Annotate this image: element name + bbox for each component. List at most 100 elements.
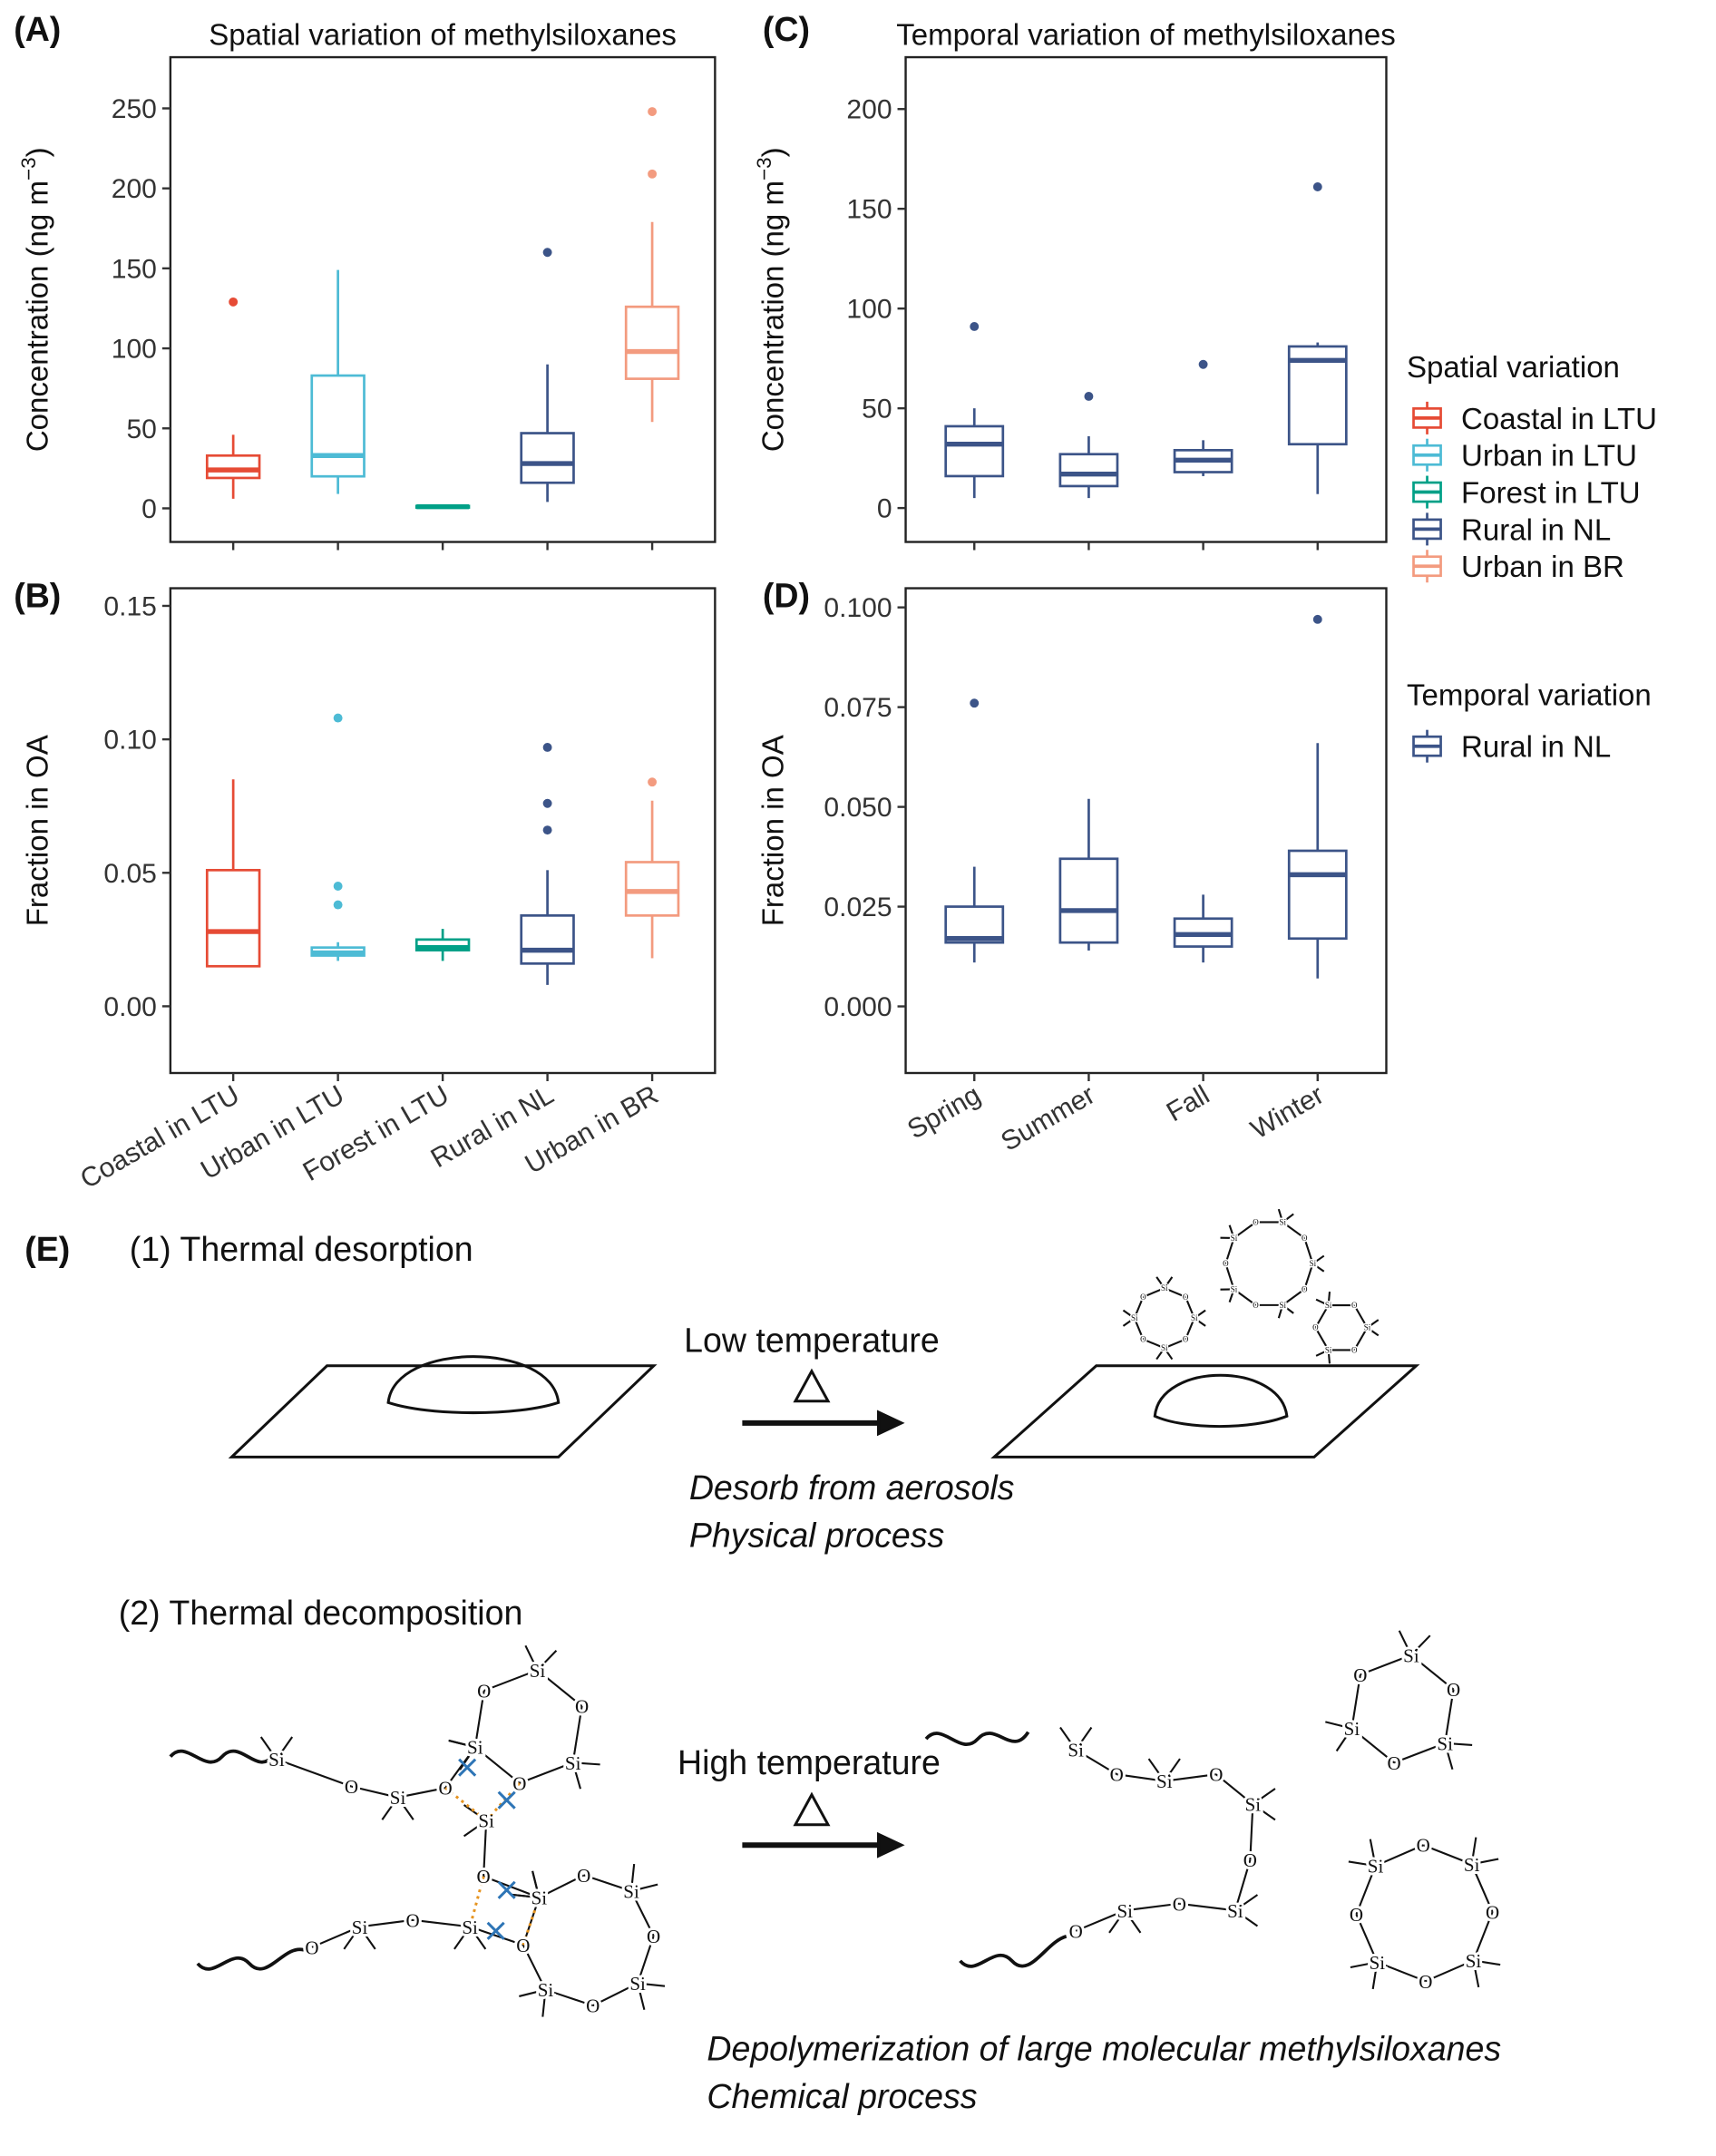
condition: High temperature xyxy=(678,1743,941,1781)
atom: O xyxy=(1253,1217,1259,1226)
atom: O xyxy=(477,1680,491,1702)
atom: Si xyxy=(531,1888,548,1909)
atom: Si xyxy=(1161,1343,1168,1352)
note: Chemical process xyxy=(707,2077,977,2115)
box xyxy=(312,376,365,476)
atom: Si xyxy=(268,1749,285,1771)
outlier xyxy=(970,698,979,707)
box xyxy=(1060,859,1117,942)
y-label-sup: −3 xyxy=(753,157,775,180)
y-label-text: Concentration (ng m xyxy=(21,180,54,452)
outlier xyxy=(1313,615,1322,624)
atom: Si xyxy=(1368,1856,1384,1878)
atom: O xyxy=(305,1936,318,1958)
y-label-sup: −3 xyxy=(17,157,40,180)
box xyxy=(522,434,574,483)
panel-label: (D) xyxy=(763,577,810,615)
atom: O xyxy=(1110,1764,1124,1786)
bond xyxy=(277,1760,352,1787)
legend-label: Forest in LTU xyxy=(1461,476,1641,510)
atom: O xyxy=(1417,1835,1430,1857)
polymer-chain xyxy=(198,1949,304,1969)
y-axis-label: Concentration (ng m−3) xyxy=(17,147,54,452)
legend-label: Urban in BR xyxy=(1461,550,1624,583)
bond xyxy=(1125,1904,1179,1911)
y-tick-label: 150 xyxy=(846,195,892,225)
outlier xyxy=(970,322,979,331)
y-axis-label: Concentration (ng m−3) xyxy=(753,147,790,452)
atom: Si xyxy=(629,1973,646,1995)
atom: O xyxy=(1183,1293,1189,1302)
atom: O xyxy=(477,1866,491,1888)
y-tick-label: 0 xyxy=(877,494,892,524)
legend-label: Coastal in LTU xyxy=(1461,402,1657,435)
atom: O xyxy=(406,1909,420,1931)
outlier xyxy=(229,298,238,307)
outlier xyxy=(543,248,552,257)
atom: O xyxy=(345,1776,358,1798)
outlier xyxy=(648,107,657,116)
atom: O xyxy=(1302,1234,1308,1243)
atom: O xyxy=(586,1995,600,2017)
x-tick-label: Summer xyxy=(996,1080,1100,1157)
atom: O xyxy=(1353,1664,1367,1686)
atom: Si xyxy=(1466,1950,1482,1972)
chart-title: Spatial variation of methylsiloxanes xyxy=(209,18,677,52)
panel-label: (E) xyxy=(24,1230,70,1268)
atom: Si xyxy=(462,1917,478,1938)
atom: O xyxy=(1253,1301,1259,1310)
note: Physical process xyxy=(689,1516,944,1554)
box xyxy=(1289,851,1346,939)
y-tick-label: 0.00 xyxy=(103,992,156,1022)
atom: O xyxy=(1312,1323,1319,1332)
y-tick-label: 0.050 xyxy=(824,793,892,823)
box xyxy=(626,862,678,915)
atom: O xyxy=(1419,1971,1432,1993)
y-label-text: Concentration (ng m xyxy=(756,180,789,452)
atom: Si xyxy=(538,1979,554,2001)
legend-label: Urban in LTU xyxy=(1461,439,1637,473)
y-tick-label: 0.10 xyxy=(103,726,156,756)
box xyxy=(207,455,259,478)
y-tick-label: 200 xyxy=(112,174,157,204)
atom: Si xyxy=(530,1660,546,1682)
note: Depolymerization of large molecular meth… xyxy=(707,2029,1501,2067)
x-tick-label: Spring xyxy=(902,1080,986,1146)
panel-label: (C) xyxy=(763,10,810,48)
atom: O xyxy=(577,1865,590,1887)
bond xyxy=(360,1920,414,1927)
atom: Si xyxy=(390,1787,406,1809)
atom: O xyxy=(1223,1259,1229,1268)
outlier xyxy=(334,714,343,723)
outlier xyxy=(334,901,343,910)
atom: Si xyxy=(1325,1301,1332,1310)
legend-title: Spatial variation xyxy=(1407,350,1620,384)
atom: Si xyxy=(1231,1284,1238,1293)
step-title: (1) Thermal desorption xyxy=(130,1230,473,1268)
y-tick-label: 150 xyxy=(112,254,157,284)
atom: Si xyxy=(1364,1323,1371,1332)
outlier xyxy=(1313,182,1322,191)
heat-symbol xyxy=(795,1371,828,1401)
atom: O xyxy=(575,1696,589,1718)
atom: O xyxy=(647,1926,660,1947)
atom: Si xyxy=(1191,1313,1198,1322)
atom: Si xyxy=(623,1880,639,1902)
atom: O xyxy=(1350,1904,1363,1926)
y-tick-label: 50 xyxy=(862,395,892,424)
outlier xyxy=(648,170,657,179)
y-axis-label: Fraction in OA xyxy=(756,735,789,926)
atom: O xyxy=(1183,1335,1189,1344)
atom: Si xyxy=(1437,1732,1453,1754)
outlier xyxy=(543,799,552,808)
atom: Si xyxy=(478,1810,494,1832)
atom: Si xyxy=(1161,1283,1168,1293)
y-tick-label: 0.100 xyxy=(824,593,892,623)
y-label-text: Fraction in OA xyxy=(21,735,54,926)
note: Desorb from aerosols xyxy=(689,1468,1015,1507)
y-label-text: ) xyxy=(21,147,54,157)
outlier xyxy=(1199,360,1208,369)
y-label-text: Fraction in OA xyxy=(756,735,789,926)
atom: Si xyxy=(1131,1313,1138,1322)
